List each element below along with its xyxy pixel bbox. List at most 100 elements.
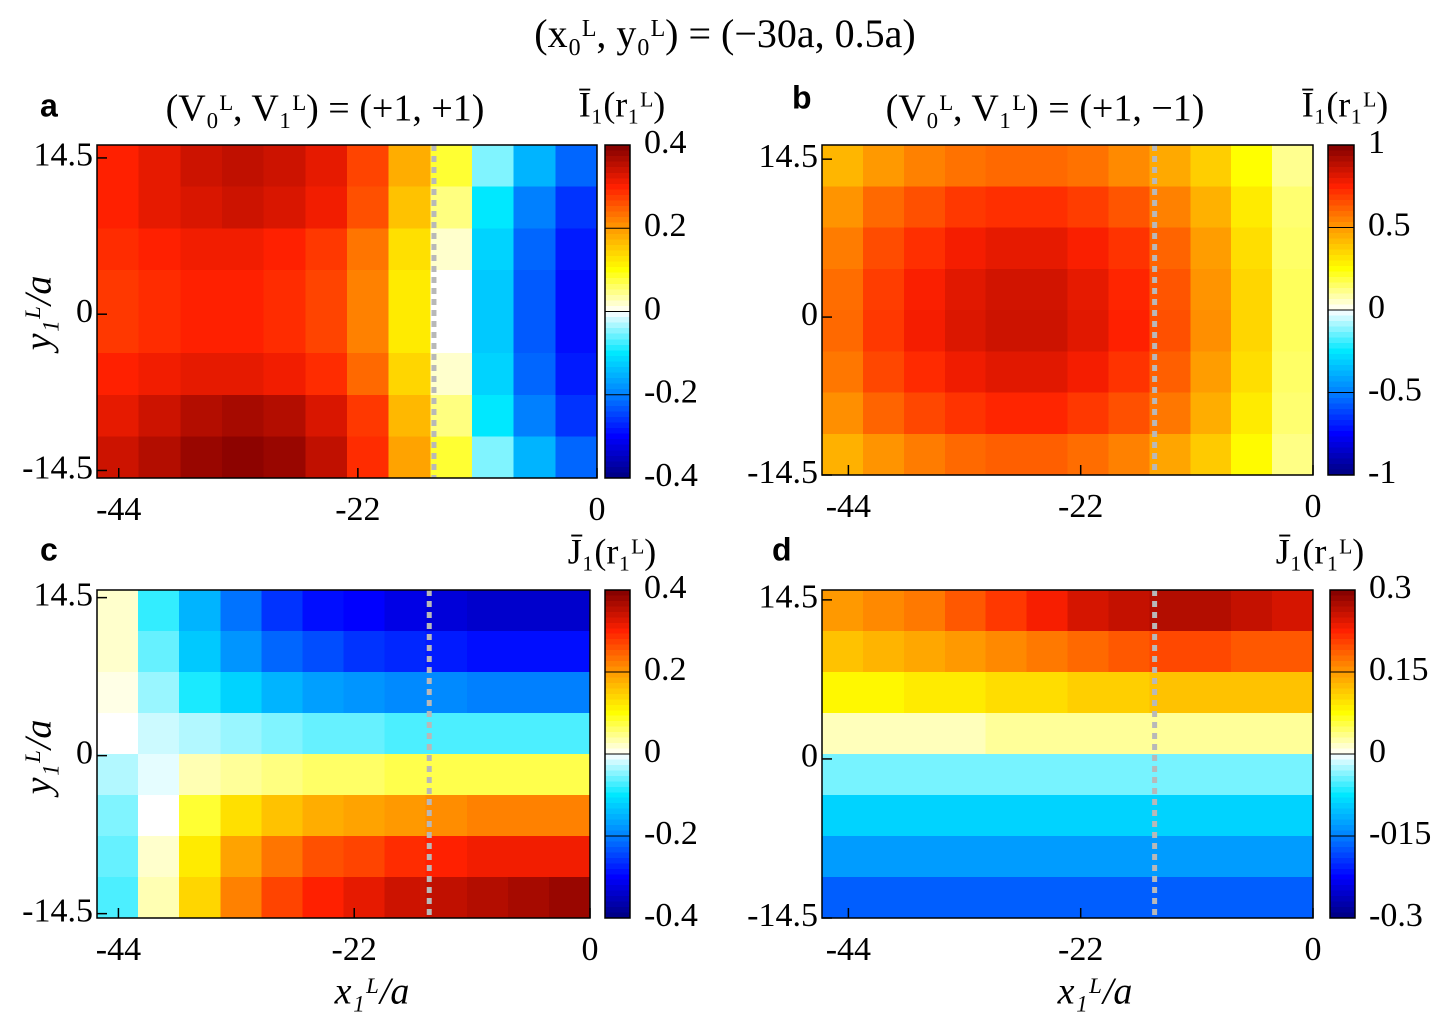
heatmap-cell	[388, 269, 431, 313]
x-tick-label: 0	[1305, 931, 1322, 968]
colorbar-segment	[605, 600, 630, 607]
colorbar-tick-label: 0.4	[644, 124, 687, 161]
heatmap-cell	[97, 631, 139, 673]
colorbar-segment	[605, 367, 630, 374]
heatmap-cell	[1190, 145, 1232, 187]
heatmap-cell	[222, 353, 265, 396]
colorbar-segment	[605, 743, 630, 750]
colorbar-segment	[1330, 770, 1355, 777]
heatmap-cell	[822, 795, 864, 837]
heatmap-cell	[343, 754, 386, 796]
colorbar-segment	[1328, 381, 1354, 388]
heatmap-cell	[1108, 433, 1150, 476]
colorbar-segment	[605, 606, 630, 613]
colorbar-segment	[605, 416, 630, 424]
colorbar-segment	[1330, 672, 1355, 679]
heatmap-cell	[1108, 631, 1150, 673]
colorbar-segment	[605, 682, 630, 689]
heatmap-cell	[179, 836, 221, 878]
colorbar-segment	[605, 857, 630, 864]
y-axis-label: y₁ᴸ/a	[18, 276, 60, 355]
colorbar-segment	[1328, 326, 1354, 333]
heatmap-cell	[944, 713, 987, 755]
heatmap-cell	[222, 186, 265, 229]
heatmap-cell	[261, 877, 304, 919]
heatmap-cell	[903, 836, 946, 878]
heatmap-cell	[555, 436, 598, 479]
plot-frame	[96, 144, 598, 479]
colorbar-segment	[605, 754, 630, 761]
colorbar-segment	[1330, 748, 1355, 755]
heatmap-cell	[985, 145, 1028, 187]
heatmap-cell	[384, 672, 427, 714]
heatmap-cell	[944, 186, 987, 229]
heatmap-cell	[513, 353, 556, 396]
colorbar-segment	[605, 355, 630, 363]
heatmap-cell	[903, 145, 946, 187]
colorbar-segment	[605, 256, 630, 263]
colorbar-segment	[1328, 189, 1354, 196]
colorbar-tick-label: 0.2	[644, 651, 687, 688]
heatmap-cell	[347, 311, 390, 354]
colorbar-segment	[1328, 200, 1354, 207]
heatmap-cell	[220, 713, 262, 755]
heatmap-cell	[1067, 433, 1110, 476]
colorbar-segment	[605, 901, 630, 908]
heatmap-cell	[97, 311, 140, 354]
colorbar-label: J̄₁(r₁ᴸ)	[1276, 531, 1364, 571]
colorbar-segment	[1330, 792, 1355, 799]
heatmap-cell	[138, 672, 180, 714]
colorbar-segment	[605, 655, 630, 662]
colorbar-segment	[605, 808, 630, 815]
heatmap-cell	[1067, 672, 1110, 714]
heatmap-cell	[261, 795, 304, 837]
heatmap-cell	[548, 836, 591, 878]
heatmap-cell	[343, 672, 386, 714]
colorbar-segment	[605, 846, 630, 853]
colorbar-segment	[605, 150, 630, 157]
heatmap-cell	[1231, 310, 1273, 352]
heatmap-cell	[1108, 351, 1150, 394]
x-tick-label: 0	[582, 931, 599, 968]
colorbar-segment	[605, 217, 630, 224]
colorbar-segment	[1328, 183, 1354, 190]
colorbar-segment	[1328, 167, 1354, 174]
plot-frame	[96, 589, 591, 919]
heatmap-cell	[944, 145, 987, 187]
heatmap-cell	[944, 631, 987, 673]
colorbar-segment	[1330, 814, 1355, 821]
heatmap-cell	[347, 353, 390, 396]
colorbar-segment	[1330, 754, 1355, 761]
colorbar-segment	[605, 896, 630, 903]
heatmap-cell	[466, 795, 509, 837]
colorbar-segment	[605, 781, 630, 788]
heatmap-cell	[302, 877, 345, 919]
heatmap-cell	[97, 186, 140, 229]
colorbar-segment	[1330, 868, 1355, 875]
colorbar-segment	[605, 311, 630, 318]
heatmap-cell	[1231, 590, 1273, 632]
heatmap-cell	[1231, 392, 1273, 435]
heatmap-cell	[1108, 227, 1150, 270]
colorbar-tick-label: -0.5	[1368, 371, 1422, 408]
heatmap-cell	[138, 269, 181, 313]
heatmap-cell	[944, 351, 987, 394]
colorbar-segment	[605, 759, 630, 766]
heatmap-cell	[1272, 310, 1314, 352]
heatmap-cell	[1190, 836, 1232, 878]
colorbar-segment	[1328, 211, 1354, 218]
colorbar-segment	[1330, 819, 1355, 826]
heatmap-cell	[472, 186, 515, 229]
heatmap-cell	[305, 394, 348, 437]
colorbar-segment	[1330, 764, 1355, 771]
heatmap-cell	[1108, 392, 1150, 435]
heatmap-cell	[985, 392, 1028, 435]
heatmap-cell	[1272, 590, 1314, 632]
colorbar-segment	[605, 836, 630, 843]
x-tick-label: -22	[1058, 931, 1103, 968]
heatmap-cell	[138, 590, 180, 632]
colorbar-segment	[1328, 150, 1354, 157]
colorbar-segment	[605, 732, 630, 739]
colorbar-segment	[1328, 315, 1354, 322]
heatmap-cell	[466, 754, 509, 796]
